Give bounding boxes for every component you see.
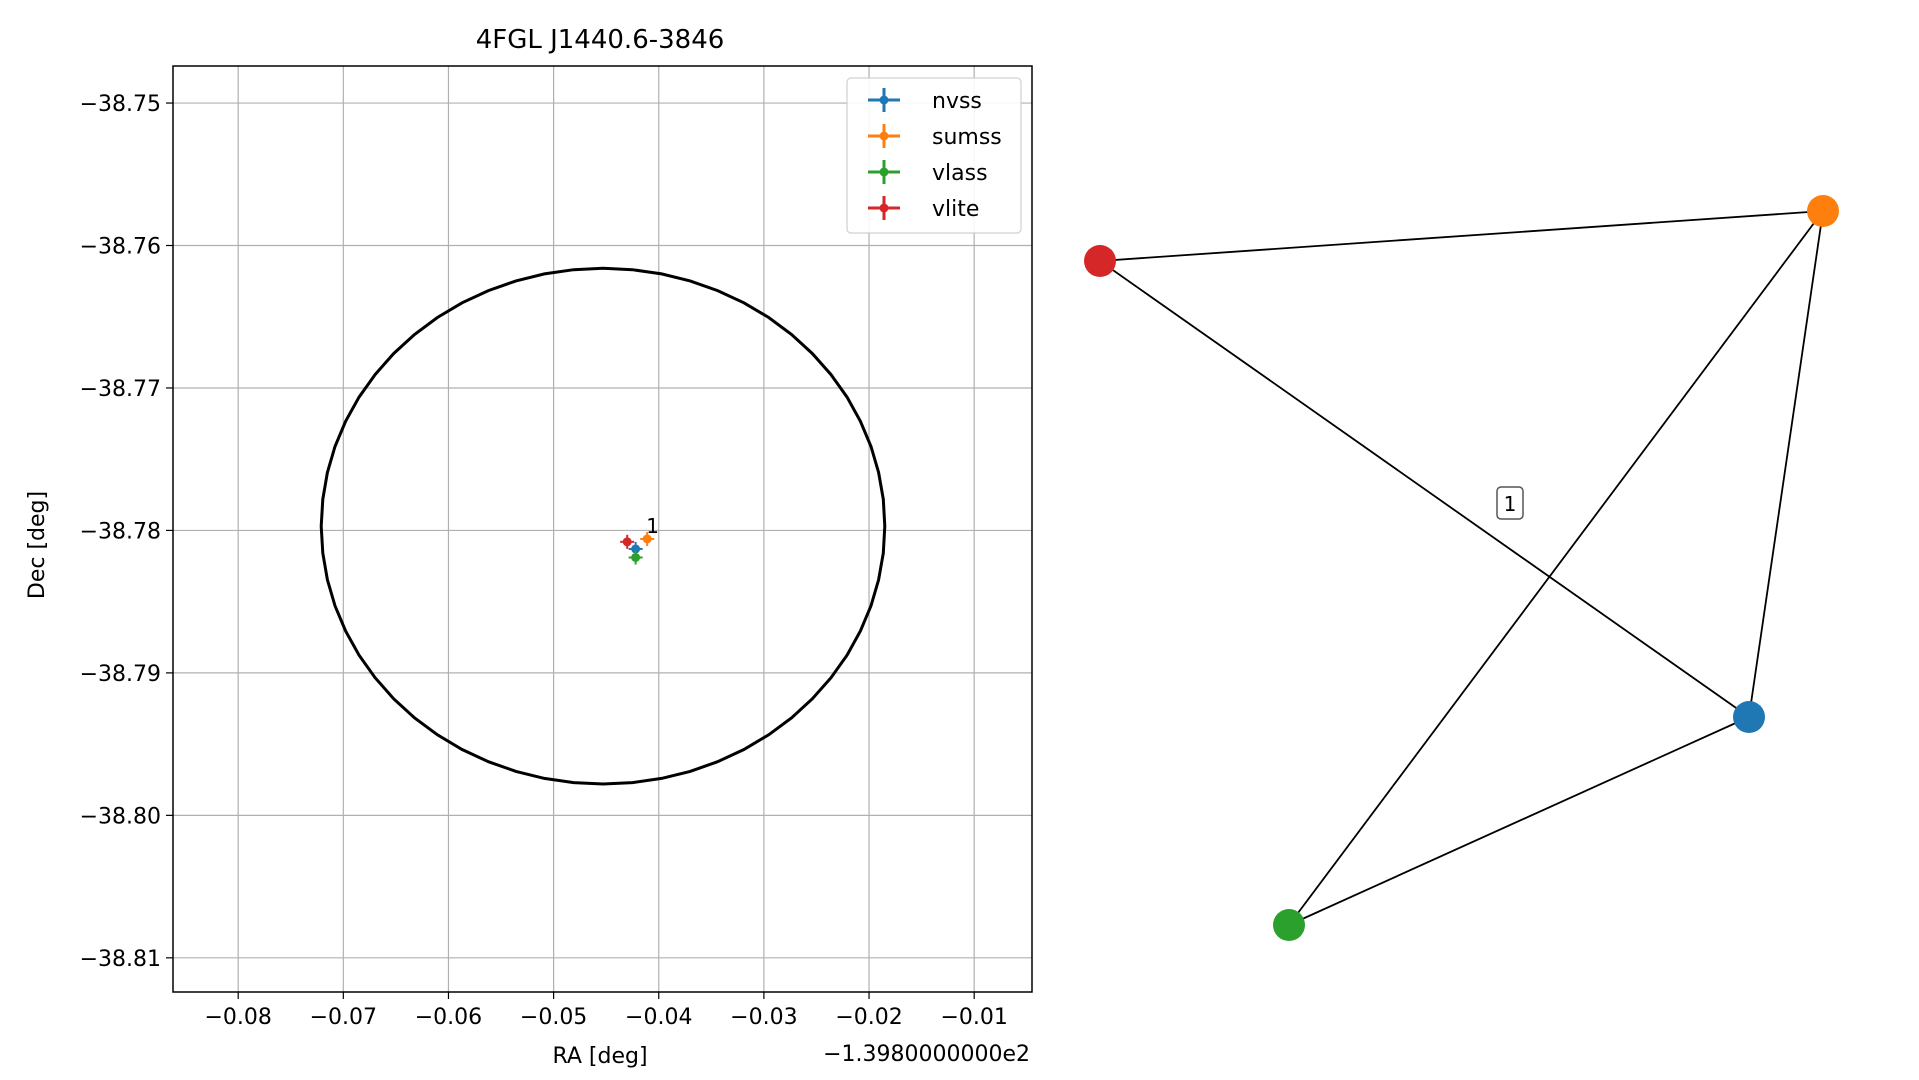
x-tick-label: −0.02 (835, 1005, 902, 1030)
legend-item-vlass: vlass (868, 160, 988, 186)
node-nvss (1733, 701, 1765, 733)
y-ticks: −38.75 −38.76 −38.77 −38.78 −38.79 −38.80 −38.… (80, 92, 173, 972)
legend-label: vlass (932, 161, 988, 186)
edge-sumss-nvss (1748, 210, 1824, 718)
marker-vlite (620, 534, 635, 549)
network-edges (1099, 210, 1824, 926)
legend-item-nvss: nvss (868, 88, 982, 114)
match-annotation: 1 (646, 514, 659, 538)
node-vlite (1084, 245, 1116, 277)
node-sumss (1807, 195, 1839, 227)
y-tick-label: −38.76 (80, 235, 161, 260)
y-tick-label: −38.79 (80, 662, 161, 687)
y-tick-label: −38.75 (80, 92, 161, 117)
x-ticks: −0.08 −0.07 −0.06 −0.05 −0.04 −0.03 −0.02 −0.01 (204, 992, 1008, 1030)
axes-frame (172, 65, 1033, 993)
sky-position-plot: 1 −0.08 −0.07 −0.06 −0.05 −0.04 −0.03 −0.02 −0.… (25, 25, 1033, 1069)
y-tick-label: −38.81 (80, 947, 161, 972)
grid-lines (173, 66, 1032, 992)
legend-item-sumss: sumss (868, 124, 1002, 150)
y-tick-label: −38.80 (80, 804, 161, 829)
edge-label-text: 1 (1504, 492, 1517, 516)
x-axis-label: RA [deg] (552, 1044, 647, 1069)
marker-sumss (640, 531, 655, 546)
legend-label: nvss (932, 89, 982, 114)
node-vlass (1273, 909, 1305, 941)
y-tick-label: −38.78 (80, 519, 161, 544)
x-tick-label: −0.01 (940, 1005, 1007, 1030)
chart-title: 4FGL J1440.6-3846 (476, 25, 725, 55)
legend: nvss sumss vlass vlite (846, 77, 1022, 234)
legend-item-vlite: vlite (868, 196, 979, 222)
match-network-graph: 1 (1084, 195, 1839, 941)
edge-sumss-vlass (1288, 210, 1824, 926)
x-tick-label: −0.06 (415, 1005, 482, 1030)
source-markers (620, 531, 655, 565)
x-tick-label: −0.08 (204, 1005, 271, 1030)
legend-label: vlite (932, 197, 979, 222)
edge-vlite-nvss (1099, 260, 1750, 718)
edge-nvss-vlass (1288, 716, 1750, 926)
y-tick-label: −38.77 (80, 377, 161, 402)
x-tick-label: −0.05 (520, 1005, 587, 1030)
x-tick-label: −0.03 (730, 1005, 797, 1030)
legend-box (846, 77, 1022, 234)
x-tick-label: −0.07 (310, 1005, 377, 1030)
marker-vlass (628, 550, 643, 565)
x-axis-offset-label: −1.3980000000e2 (823, 1042, 1030, 1067)
x-tick-label: −0.04 (625, 1005, 692, 1030)
edge-label: 1 (1496, 486, 1524, 520)
y-axis-label: Dec [deg] (25, 491, 50, 599)
uncertainty-ellipse (319, 266, 887, 786)
legend-label: sumss (932, 125, 1002, 150)
edge-vlite-sumss (1099, 210, 1824, 262)
network-nodes (1084, 195, 1839, 941)
